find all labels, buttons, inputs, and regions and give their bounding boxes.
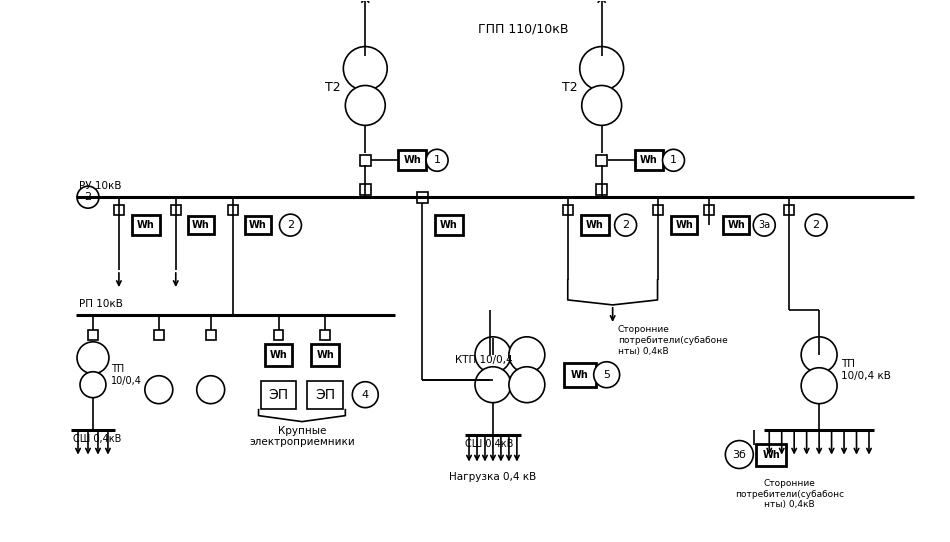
Circle shape: [346, 86, 386, 125]
Bar: [597, 155, 607, 166]
Text: Т2: Т2: [326, 81, 341, 94]
Bar: [274, 330, 283, 340]
Bar: [562, 205, 573, 215]
Text: Wh: Wh: [762, 449, 780, 460]
Circle shape: [80, 372, 106, 398]
Text: СШ 0,4кВ: СШ 0,4кВ: [73, 434, 122, 443]
Bar: [597, 184, 607, 195]
Circle shape: [801, 337, 837, 373]
Circle shape: [144, 376, 173, 404]
Circle shape: [662, 149, 684, 171]
Text: КТП 10/0,4: КТП 10/0,4: [455, 355, 513, 365]
Bar: [171, 205, 180, 215]
Circle shape: [581, 86, 621, 125]
Text: 2: 2: [85, 192, 91, 202]
Circle shape: [509, 337, 544, 373]
Bar: [206, 330, 216, 340]
Text: 1: 1: [433, 156, 441, 165]
Circle shape: [801, 368, 837, 404]
Text: ГПП 110/10кВ: ГПП 110/10кВ: [478, 22, 568, 35]
Text: Wh: Wh: [728, 220, 745, 230]
Text: Сторонние
потребители(субабоне
нты) 0,4кВ: Сторонние потребители(субабоне нты) 0,4к…: [618, 325, 728, 356]
Text: 5: 5: [603, 370, 610, 380]
Bar: [723, 216, 750, 234]
Text: РУ 10кВ: РУ 10кВ: [79, 181, 122, 191]
Text: 1: 1: [670, 156, 677, 165]
Text: Крупные
электроприемники: Крупные электроприемники: [249, 425, 354, 447]
Bar: [312, 344, 339, 366]
Circle shape: [279, 214, 301, 236]
Circle shape: [427, 149, 448, 171]
Bar: [114, 205, 124, 215]
Circle shape: [343, 47, 388, 91]
Text: ТП
10/0,4 кВ: ТП 10/0,4 кВ: [841, 359, 891, 380]
Bar: [132, 215, 160, 235]
Text: Wh: Wh: [586, 220, 603, 230]
Circle shape: [475, 337, 511, 373]
Text: Т2: Т2: [561, 81, 578, 94]
Circle shape: [475, 367, 511, 403]
Circle shape: [580, 47, 623, 91]
Circle shape: [753, 214, 775, 236]
Text: Wh: Wh: [440, 220, 458, 230]
Bar: [264, 344, 293, 366]
Circle shape: [726, 441, 753, 468]
Text: Wh: Wh: [137, 220, 155, 230]
Text: Wh: Wh: [249, 220, 266, 230]
Text: Wh: Wh: [270, 350, 288, 360]
Bar: [704, 205, 714, 215]
Circle shape: [806, 214, 827, 236]
Text: 4: 4: [362, 390, 369, 399]
Text: Wh: Wh: [571, 370, 589, 380]
Bar: [653, 205, 662, 215]
Bar: [188, 216, 214, 234]
Circle shape: [352, 382, 378, 408]
Circle shape: [77, 342, 109, 374]
Bar: [580, 215, 609, 235]
Bar: [360, 155, 370, 166]
Text: Wh: Wh: [639, 156, 657, 165]
Bar: [398, 150, 427, 170]
Bar: [88, 330, 98, 340]
Bar: [228, 205, 238, 215]
Text: ТП
10/0,4: ТП 10/0,4: [111, 364, 142, 385]
Bar: [417, 192, 428, 203]
Text: СШ 0,4кВ: СШ 0,4кВ: [466, 438, 513, 449]
Circle shape: [615, 214, 636, 236]
Bar: [260, 380, 296, 409]
Text: Нагрузка 0,4 кВ: Нагрузка 0,4 кВ: [449, 473, 537, 482]
Text: 2: 2: [622, 220, 629, 230]
Bar: [244, 216, 271, 234]
Bar: [756, 443, 787, 466]
Text: Wh: Wh: [404, 156, 421, 165]
Circle shape: [77, 186, 99, 208]
Bar: [360, 184, 370, 195]
Text: 2: 2: [812, 220, 820, 230]
Text: 3б: 3б: [732, 449, 747, 460]
Text: Сторонние
потребители(субабонс
нты) 0,4кВ: Сторонние потребители(субабонс нты) 0,4к…: [734, 480, 844, 509]
Bar: [308, 380, 343, 409]
Bar: [320, 330, 331, 340]
Text: 3а: 3а: [758, 220, 770, 230]
Text: ЭП: ЭП: [315, 388, 335, 402]
Text: Wh: Wh: [192, 220, 210, 230]
Bar: [672, 216, 697, 234]
Text: Wh: Wh: [675, 220, 694, 230]
Text: РП 10кВ: РП 10кВ: [79, 299, 123, 309]
Bar: [635, 150, 662, 170]
Bar: [784, 205, 794, 215]
Text: Wh: Wh: [316, 350, 334, 360]
Bar: [563, 363, 596, 386]
Text: ЭП: ЭП: [269, 388, 289, 402]
Bar: [435, 215, 463, 235]
Circle shape: [509, 367, 544, 403]
Circle shape: [197, 376, 224, 404]
Bar: [154, 330, 163, 340]
Text: 2: 2: [287, 220, 294, 230]
Circle shape: [594, 362, 619, 388]
